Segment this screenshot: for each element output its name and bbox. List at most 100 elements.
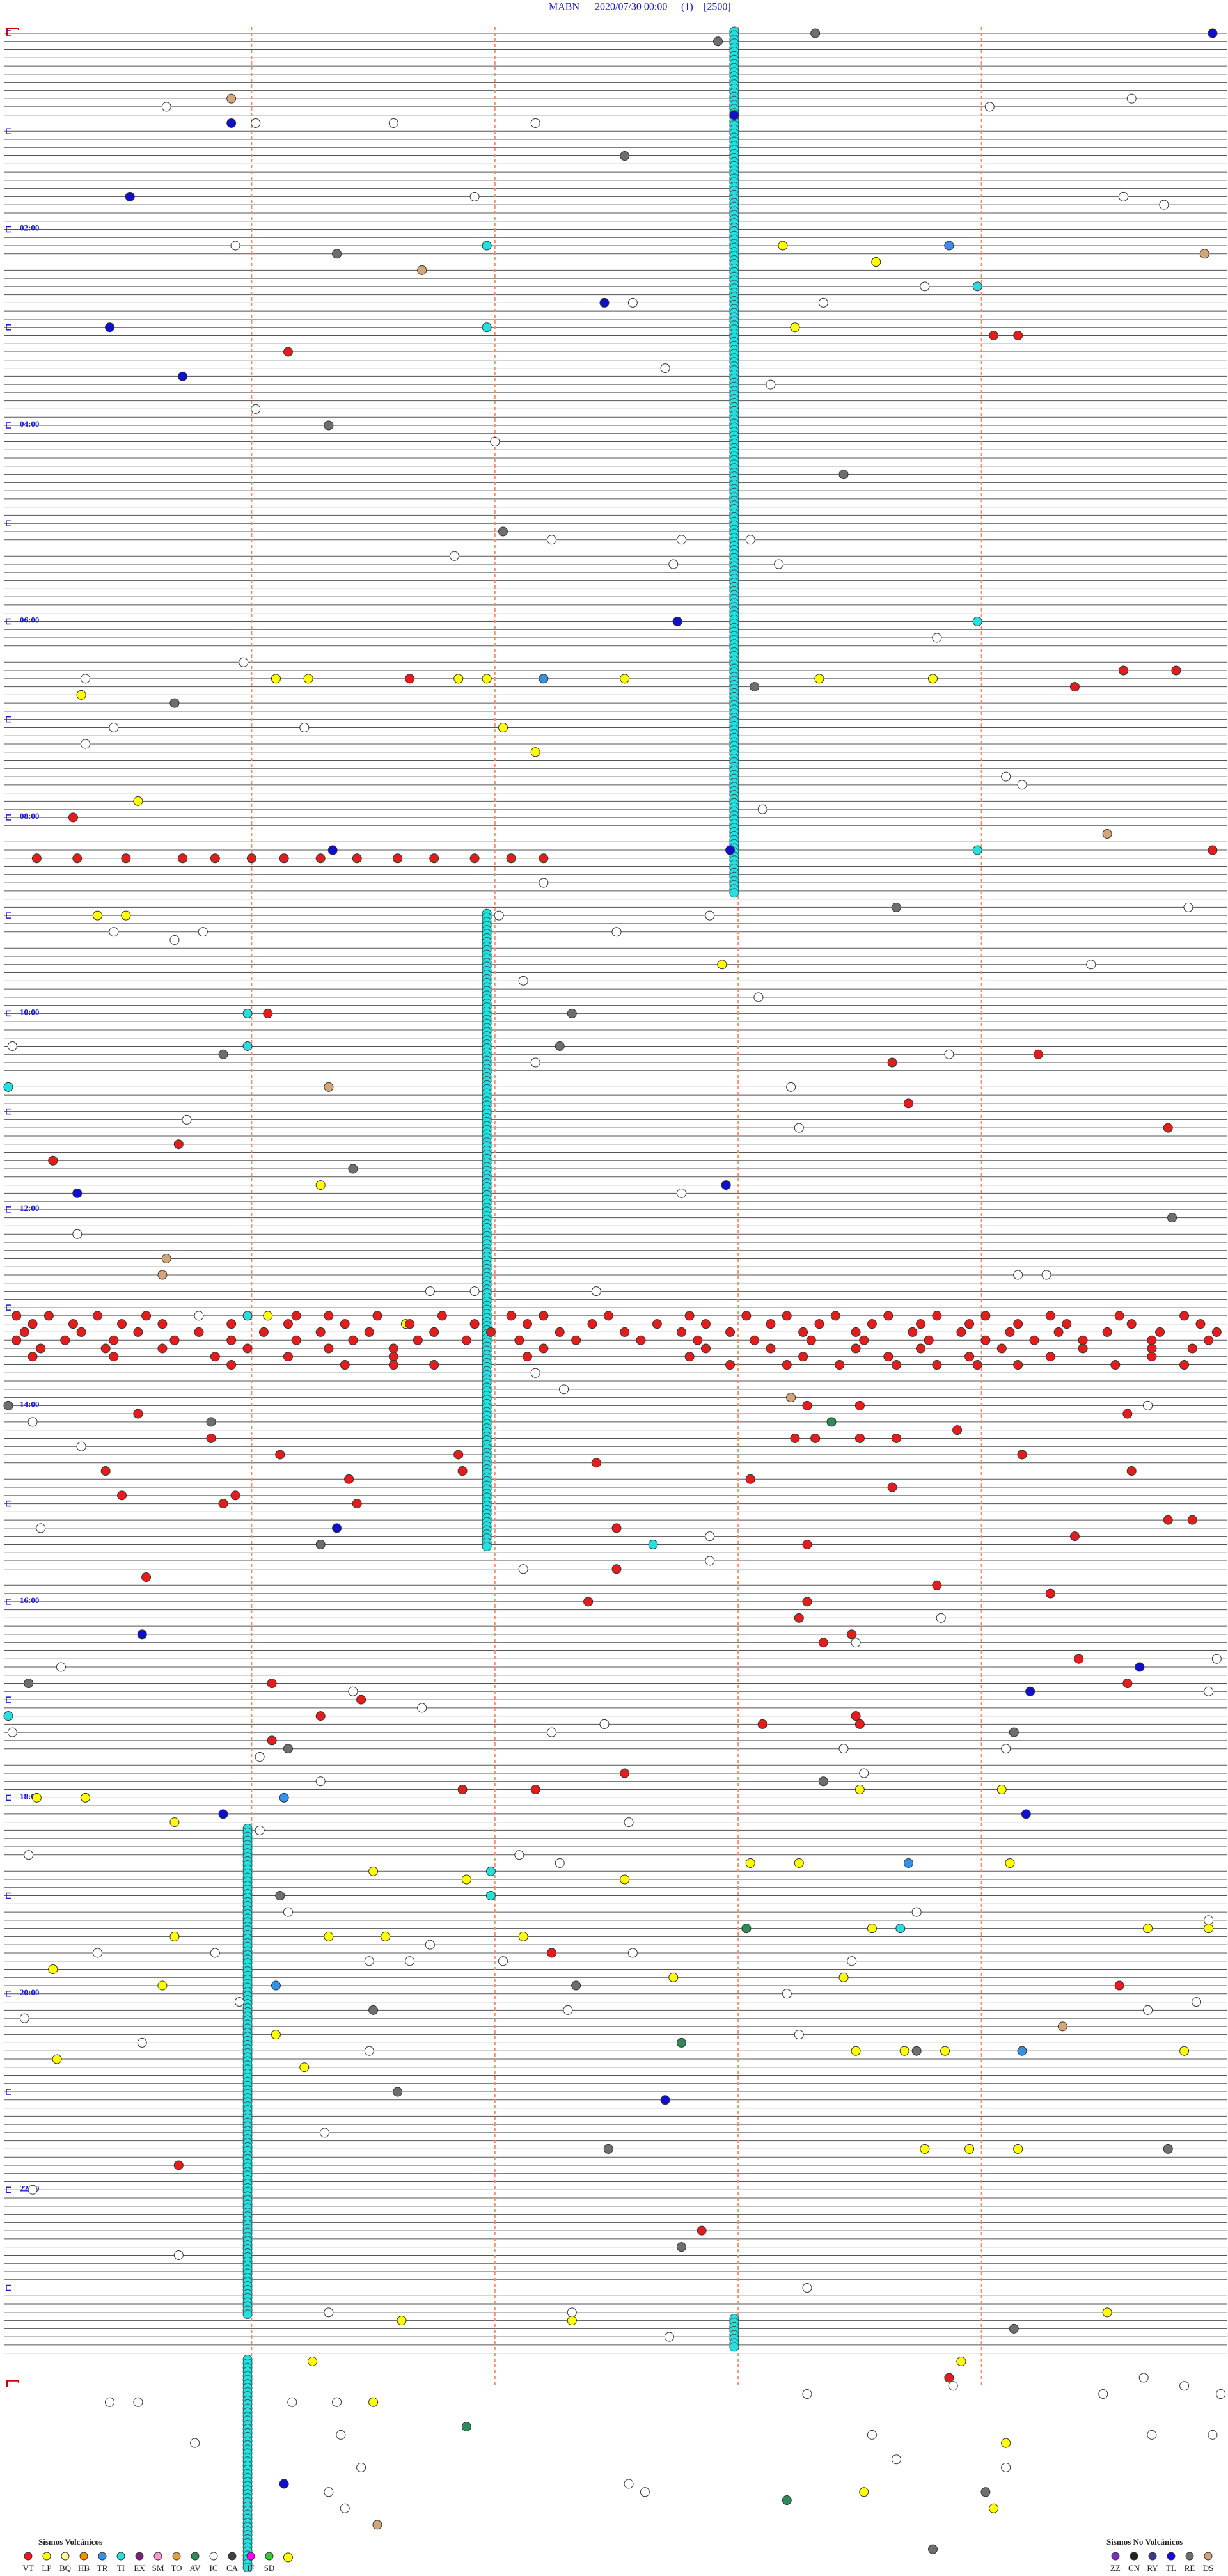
event-dot	[263, 1311, 273, 1321]
event-dot	[571, 1335, 581, 1345]
hour-bracket	[6, 814, 11, 821]
event-dot	[397, 2316, 407, 2326]
event-dot	[324, 1931, 334, 1941]
event-dot	[523, 1352, 533, 1362]
event-dot	[482, 322, 492, 333]
event-dot	[530, 118, 540, 128]
event-dot	[571, 1980, 581, 1991]
event-dot	[336, 2430, 346, 2440]
event-dot	[255, 1825, 265, 1835]
event-dot	[72, 1188, 83, 1198]
event-dot	[591, 1286, 601, 1297]
event-dot	[859, 1768, 869, 1778]
event-dot	[814, 674, 824, 684]
event-dot	[1001, 2462, 1011, 2472]
event-dot	[1199, 249, 1209, 259]
event-dot	[1204, 1924, 1214, 1934]
event-dot	[660, 363, 670, 374]
legend-swatch	[209, 2552, 218, 2561]
event-dot	[117, 1490, 127, 1501]
legend-title: Sismos Volcánicos	[38, 2537, 102, 2547]
event-dot	[1013, 1360, 1023, 1370]
event-dot	[1005, 1858, 1015, 1868]
event-dot	[1126, 1319, 1137, 1329]
event-dot	[555, 1858, 565, 1868]
start-bracket	[6, 28, 19, 35]
event-dot	[838, 470, 849, 480]
event-dot	[1025, 1686, 1035, 1696]
event-dot	[31, 1792, 42, 1803]
event-dot	[826, 1417, 837, 1427]
event-dot	[676, 1188, 686, 1198]
hour-bracket	[6, 422, 11, 429]
event-dot	[56, 1662, 66, 1672]
event-dot	[194, 1311, 204, 1321]
event-dot	[72, 853, 83, 864]
event-dot	[944, 241, 954, 251]
event-dot	[1204, 1686, 1214, 1696]
event-dot	[1147, 1343, 1157, 1354]
event-dot	[1102, 828, 1112, 839]
event-dot	[956, 1327, 966, 1337]
hour-label: 12:00	[20, 1203, 39, 1213]
event-dot	[1187, 1343, 1197, 1354]
event-dot	[567, 2307, 577, 2318]
event-dot	[348, 1335, 358, 1345]
hour-bracket	[6, 1206, 11, 1213]
event-dot	[684, 1311, 695, 1321]
event-dot	[806, 1335, 816, 1345]
event-dot	[786, 1082, 796, 1092]
event-dot	[1122, 1679, 1133, 1689]
event-dot	[1102, 2307, 1112, 2318]
hour-label: 20:00	[20, 1987, 39, 1997]
event-dot	[847, 1629, 857, 1640]
hour-bracket	[6, 716, 11, 723]
event-dot	[255, 1751, 265, 1762]
event-dot	[802, 2283, 812, 2293]
event-dot	[498, 722, 508, 732]
event-dot	[964, 1319, 975, 1329]
event-dot	[242, 1311, 253, 1321]
event-dot	[798, 1327, 808, 1337]
event-dot	[7, 1727, 17, 1737]
event-dot	[757, 804, 767, 814]
event-dot	[80, 674, 90, 684]
event-dot	[1126, 93, 1137, 104]
event-dot	[469, 1319, 480, 1329]
event-dot	[76, 1441, 86, 1451]
event-dot	[461, 1874, 471, 1885]
event-dot	[518, 1564, 528, 1574]
event-dot	[340, 1360, 350, 1370]
event-dot	[133, 2397, 143, 2407]
event-dot	[1033, 1049, 1043, 1059]
legend-code: BQ	[59, 2563, 72, 2573]
event-dot	[854, 1719, 865, 1729]
event-dot	[745, 535, 755, 545]
event-dot	[105, 322, 114, 333]
hour-label: 16:00	[20, 1595, 39, 1605]
event-dot	[972, 1360, 982, 1370]
event-dot	[226, 93, 237, 104]
event-dot	[1074, 1654, 1084, 1664]
event-dot	[599, 1719, 610, 1729]
event-dot	[555, 1327, 565, 1337]
event-dot	[324, 1082, 334, 1092]
event-dot	[1053, 1327, 1064, 1337]
event-dot	[291, 1335, 301, 1345]
event-dot	[814, 1319, 824, 1329]
event-dot	[315, 1327, 326, 1337]
event-dot	[506, 853, 516, 864]
event-dot	[429, 853, 439, 864]
hour-bracket	[6, 226, 11, 233]
legend-swatch	[98, 2552, 107, 2561]
event-dot	[364, 2046, 374, 2056]
event-dot	[514, 1335, 524, 1345]
event-dot	[271, 1980, 281, 1991]
event-dot	[368, 2397, 379, 2407]
event-dot	[315, 1539, 326, 1549]
event-dot	[332, 2397, 342, 2407]
event-dot	[352, 853, 362, 864]
event-dot	[157, 1343, 168, 1354]
event-dot	[100, 1466, 111, 1476]
event-dot	[368, 2005, 379, 2015]
